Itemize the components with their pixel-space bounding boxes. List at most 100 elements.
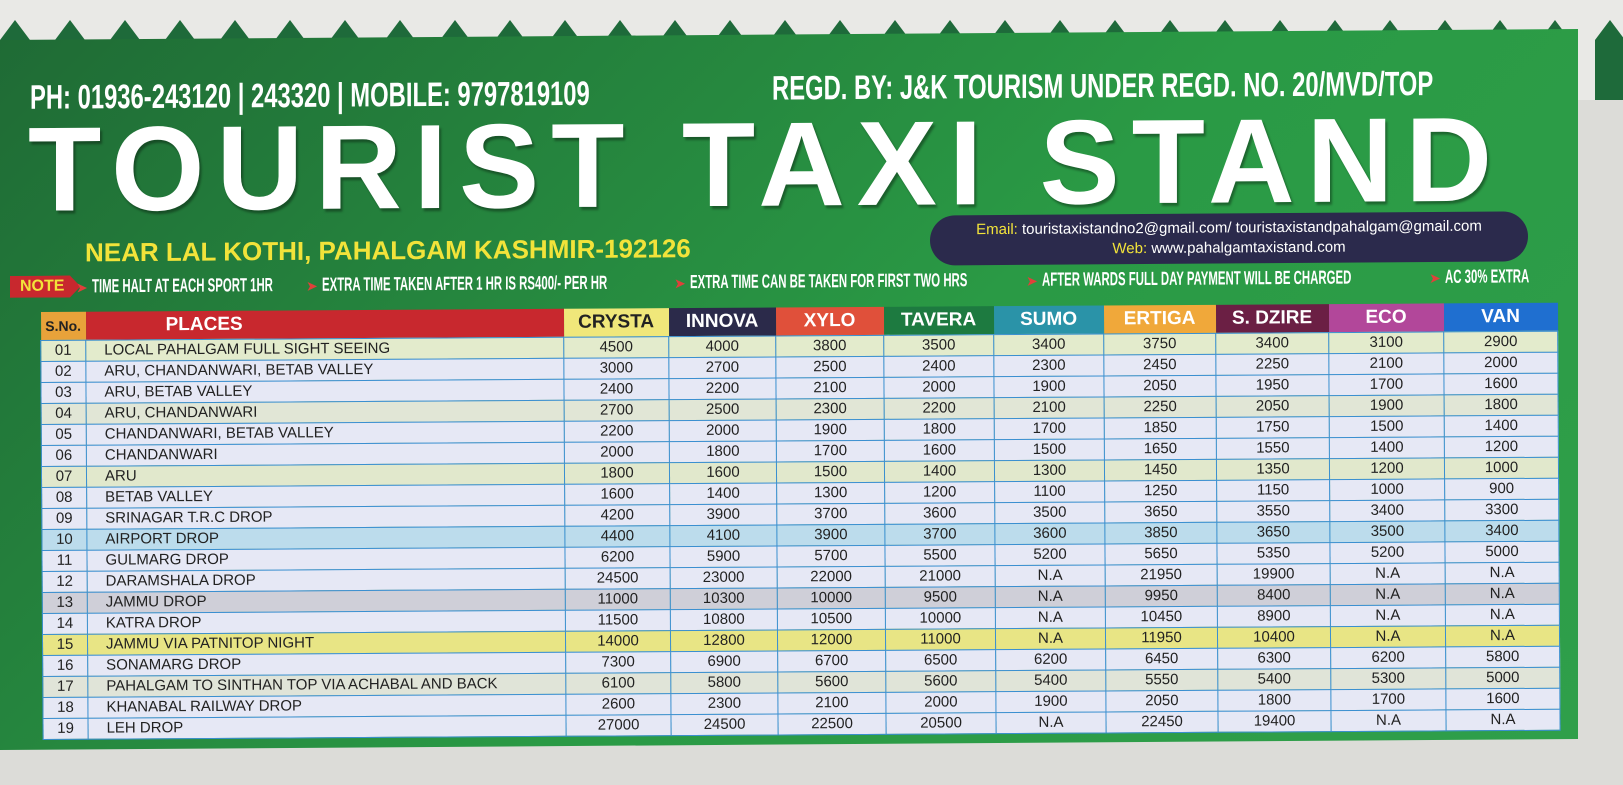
sign-title: TOURIST TAXI STAND (28, 92, 1504, 237)
fare-cell: 2100 (994, 396, 1105, 419)
fare-cell: 5650 (1104, 542, 1218, 565)
fare-cell: 3400 (1444, 519, 1559, 542)
fare-cell: 6500 (885, 649, 996, 671)
fare-cell: 1000 (1329, 478, 1445, 501)
fare-cell: 10400 (1217, 626, 1331, 648)
fare-cell: 3000 (563, 357, 669, 379)
note-item: TIME HALT AT EACH SPORT 1HR (92, 275, 273, 298)
serial-number: 01 (40, 339, 86, 361)
fare-cell: 1700 (1330, 688, 1446, 711)
fare-cell: 1800 (1217, 689, 1331, 711)
web-text: www.pahalgamtaxistand.com (1151, 238, 1346, 257)
place-name: ARU (86, 462, 565, 487)
fare-cell: 1600 (884, 439, 995, 461)
fare-cell: 3800 (775, 334, 884, 357)
serial-number: 09 (41, 507, 87, 529)
fare-cell: N.A (1330, 562, 1446, 585)
fare-cell: 2250 (1215, 353, 1329, 375)
address: NEAR LAL KOTHI, PAHALGAM KASHMIR-192126 (85, 233, 691, 268)
fare-cell: 3900 (776, 523, 885, 546)
fare-cell: 900 (1444, 477, 1559, 500)
fare-cell: 2050 (1216, 395, 1330, 417)
fare-cell: 2000 (1443, 351, 1558, 374)
column-header: CRYSTA (563, 308, 669, 337)
fare-cell: N.A (1445, 603, 1560, 626)
fare-table: S.No. PLACES CRYSTA INNOVA XYLO TAVERA SUMO ERT… (40, 302, 1561, 740)
fare-cell: 1450 (1104, 458, 1217, 481)
fare-cell: N.A (995, 627, 1106, 650)
serial-number: 17 (42, 675, 88, 697)
arrow-icon: ➤ (674, 275, 686, 292)
fare-cell: N.A (995, 711, 1107, 734)
fare-cell: 2250 (1104, 395, 1217, 418)
fare-cell: 1900 (1329, 394, 1445, 417)
fare-cell: 2500 (669, 398, 777, 421)
fare-cell: 3600 (994, 522, 1105, 545)
fare-cell: 2300 (670, 692, 778, 715)
fare-cell: 1500 (776, 460, 885, 483)
fare-cell: 4500 (563, 336, 669, 358)
serial-number: 04 (41, 402, 87, 424)
fare-cell: 2450 (1103, 353, 1216, 376)
column-header: SUMO (993, 305, 1104, 335)
fare-cell: 6200 (995, 648, 1106, 671)
place-name: SRINAGAR T.R.C DROP (86, 504, 565, 529)
place-name: KATRA DROP (87, 609, 566, 634)
column-header: INNOVA (668, 307, 776, 337)
fare-cell: N.A (995, 606, 1106, 629)
serial-number: 03 (40, 381, 87, 403)
fare-cell: N.A (995, 585, 1106, 608)
fare-cell: 2600 (565, 693, 671, 715)
fare-cell: 10500 (777, 607, 886, 630)
fare-cell: 2100 (1328, 352, 1444, 375)
fare-cell: 6200 (564, 546, 671, 568)
fare-cell: 3500 (1329, 520, 1445, 543)
place-name: CHANDANWARI (86, 441, 565, 466)
note-item: EXTRA TIME TAKEN AFTER 1 HR IS RS400/- P… (322, 272, 608, 296)
serial-number: 07 (41, 465, 87, 487)
fare-cell: 10450 (1105, 605, 1218, 628)
fare-cell: 5400 (995, 669, 1106, 692)
fare-cell: 5700 (776, 544, 886, 567)
fare-cell: 3300 (1444, 498, 1559, 521)
fare-cell: 1850 (1104, 416, 1217, 439)
fare-cell: 3750 (1103, 332, 1216, 355)
column-header: ERTIGA (1103, 304, 1216, 334)
fare-cell: N.A (1445, 561, 1560, 584)
fare-cell: 1800 (669, 440, 777, 463)
fare-cell: 4400 (564, 525, 670, 547)
fare-cell: 1200 (1329, 457, 1445, 480)
fare-cell: 2100 (775, 376, 885, 399)
fare-cell: 1400 (884, 460, 995, 482)
fare-cell: 1800 (884, 418, 995, 440)
fare-cell: 3650 (1104, 500, 1217, 523)
fare-cell: 9500 (885, 586, 996, 608)
fare-cell: 21950 (1105, 563, 1218, 586)
fare-cell: 12800 (670, 629, 778, 652)
serial-number: 18 (42, 696, 88, 718)
fare-cell: 24500 (565, 567, 671, 589)
fare-cell: N.A (1330, 604, 1446, 627)
fare-cell: 1650 (1104, 437, 1217, 460)
serial-number: 15 (42, 633, 88, 655)
fare-cell: 1950 (1215, 374, 1330, 396)
serial-number: 08 (41, 486, 87, 508)
fare-cell: 1400 (669, 482, 777, 505)
fare-cell: N.A (1445, 582, 1560, 605)
fare-cell: 1600 (1443, 372, 1559, 395)
serial-number: 14 (42, 612, 88, 634)
fare-cell: 27000 (565, 714, 672, 736)
fare-cell: 2700 (564, 399, 670, 421)
fare-cell: 1750 (1216, 416, 1330, 438)
note-item: EXTRA TIME CAN BE TAKEN FOR FIRST TWO HR… (690, 270, 968, 294)
fare-cell: 1800 (1444, 393, 1559, 416)
fare-cell: 2300 (993, 354, 1104, 377)
fare-cell: 5200 (1329, 541, 1446, 564)
fare-cell: 8400 (1217, 584, 1331, 606)
fare-cell: 21000 (885, 565, 996, 587)
fare-cell: 5400 (1217, 668, 1331, 690)
fare-cell: 3400 (993, 333, 1104, 356)
fare-cell: 4100 (669, 524, 777, 547)
fare-cell: 3700 (776, 502, 885, 525)
fare-cell: 5000 (1444, 540, 1560, 563)
